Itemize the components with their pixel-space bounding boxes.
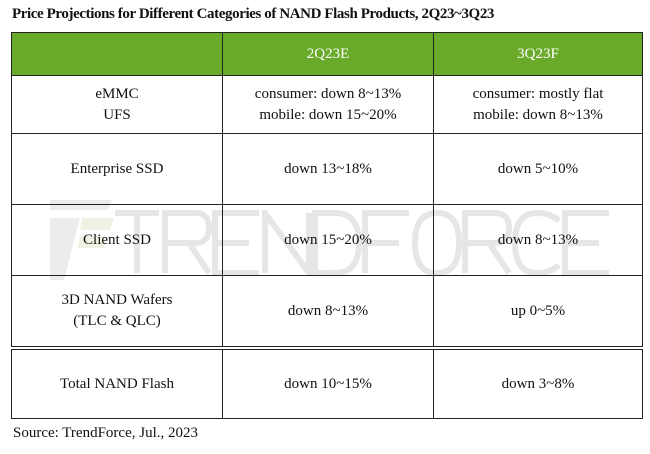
table-row: Enterprise SSD down 13~18% down 5~10% xyxy=(11,133,643,205)
cell-line: Total NAND Flash xyxy=(60,375,174,392)
cell-q3: down 5~10% xyxy=(433,133,643,205)
cell-line: up 0~5% xyxy=(510,302,566,319)
table-title: Price Projections for Different Categori… xyxy=(12,6,495,22)
cell-line: 3D NAND Wafers xyxy=(61,292,173,308)
header-category xyxy=(11,32,223,76)
cell-line: down 13~18% xyxy=(284,160,372,177)
cell-q2: down 15~20% xyxy=(222,204,434,276)
header-row: 2Q23E 3Q23F xyxy=(11,32,643,76)
cell-category: Client SSD xyxy=(11,204,223,276)
cell-line: consumer: mostly flat xyxy=(472,85,604,102)
cell-q2: down 10~15% xyxy=(222,346,434,419)
cell-line: Client SSD xyxy=(83,231,151,248)
cell-line: down 5~10% xyxy=(497,160,579,177)
cell-category: Enterprise SSD xyxy=(11,133,223,205)
cell-q2: down 8~13% xyxy=(222,275,434,349)
cell-category: eMMC UFS xyxy=(11,75,223,134)
price-projection-table: 2Q23E 3Q23F eMMC UFS consumer: down 8~13% m… xyxy=(11,32,643,419)
table-row: Client SSD down 15~20% down 8~13% xyxy=(11,204,643,276)
cell-q3: down 3~8% xyxy=(433,346,643,419)
cell-line: Enterprise SSD xyxy=(70,160,164,177)
header-3q23f: 3Q23F xyxy=(433,32,643,76)
cell-line: down 8~13% xyxy=(497,231,579,248)
cell-category: Total NAND Flash xyxy=(11,346,223,419)
table-row: eMMC UFS consumer: down 8~13% mobile: down … xyxy=(11,75,643,134)
cell-category: 3D NAND Wafers (TLC & QLC) xyxy=(11,275,223,349)
cell-line: down 3~8% xyxy=(501,375,575,392)
cell-line: mobile: down 8~13% xyxy=(473,106,603,123)
cell-q3: up 0~5% xyxy=(433,275,643,349)
cell-q3: down 8~13% xyxy=(433,204,643,276)
cell-line: consumer: down 8~13% xyxy=(254,85,402,102)
cell-line: UFS xyxy=(103,106,131,123)
cell-line: down 15~20% xyxy=(284,231,372,248)
table-row: 3D NAND Wafers (TLC & QLC) down 8~13% up 0~… xyxy=(11,275,643,349)
cell-line: mobile: down 15~20% xyxy=(259,106,397,123)
cell-line: down 10~15% xyxy=(284,375,372,392)
cell-line: down 8~13% xyxy=(287,302,369,319)
cell-q2: consumer: down 8~13% mobile: down 15~20% xyxy=(222,75,434,134)
cell-line: eMMC xyxy=(95,85,139,102)
cell-line: (TLC & QLC) xyxy=(73,313,161,329)
source-note: Source: TrendForce, Jul., 2023 xyxy=(13,425,198,441)
table-row: Total NAND Flash down 10~15% down 3~8% xyxy=(11,346,643,419)
cell-q3: consumer: mostly flat mobile: down 8~13% xyxy=(433,75,643,134)
cell-q2: down 13~18% xyxy=(222,133,434,205)
header-2q23e: 2Q23E xyxy=(222,32,434,76)
